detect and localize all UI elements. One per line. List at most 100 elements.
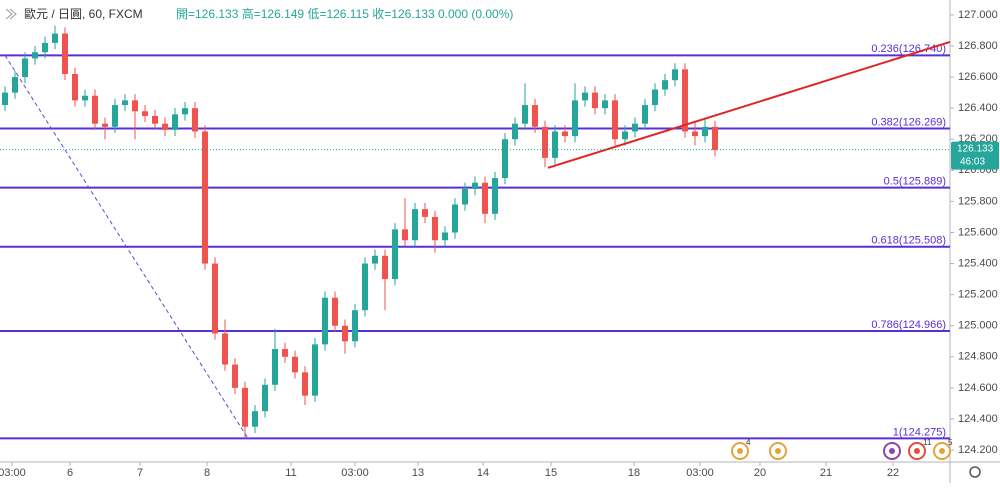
candle-body <box>632 123 638 132</box>
candle-body <box>302 372 308 396</box>
y-tick-label: 124.200 <box>958 444 998 456</box>
candle-body <box>482 182 488 214</box>
candle-body <box>522 105 528 124</box>
candle-body <box>292 356 298 373</box>
candle-body <box>432 216 438 241</box>
candle-body <box>122 100 128 106</box>
candle-body <box>232 364 238 388</box>
candle-body <box>452 204 458 233</box>
collapse-icon[interactable] <box>5 8 17 20</box>
y-tick-label: 124.800 <box>958 351 998 363</box>
fib-label: 0.5(125.889) <box>884 175 946 187</box>
x-tick-label: 14 <box>477 467 489 479</box>
candle-body <box>672 69 678 81</box>
candle-body <box>142 111 148 116</box>
fib-label: 1(124.275) <box>893 426 946 438</box>
candle-body <box>222 333 228 365</box>
y-tick-label: 126.400 <box>958 102 998 114</box>
event-badge-dot <box>939 448 945 454</box>
candle-body <box>162 123 168 130</box>
y-tick-label: 124.400 <box>958 413 998 425</box>
x-tick-label: 6 <box>67 467 73 479</box>
candle-body <box>322 297 328 345</box>
candle-body <box>172 114 178 130</box>
trendline <box>4 55 249 439</box>
candle-body <box>382 255 388 280</box>
candle-body <box>362 263 368 311</box>
candle-body <box>712 126 718 151</box>
candle-body <box>32 52 38 59</box>
candle-body <box>492 178 498 214</box>
y-tick-label: 125.400 <box>958 257 998 269</box>
x-tick-label: 03:00 <box>0 467 26 479</box>
candle-body <box>252 411 258 427</box>
candle-body <box>272 349 278 385</box>
candle-body <box>92 95 98 124</box>
candle-body <box>82 95 88 101</box>
last-price-label: 126.133 <box>957 143 994 154</box>
candle-body <box>212 263 218 334</box>
candle-body <box>532 105 538 127</box>
x-tick-label: 22 <box>887 467 899 479</box>
candle-body <box>392 229 398 280</box>
candle-body <box>602 100 608 109</box>
candle-body <box>132 100 138 112</box>
candle-body <box>502 139 508 179</box>
x-tick-label: 03:00 <box>341 467 369 479</box>
candle-body <box>552 131 558 158</box>
y-tick-label: 125.000 <box>958 320 998 332</box>
candle-body <box>662 80 668 90</box>
candle-body <box>562 131 568 137</box>
candle-body <box>102 123 108 127</box>
candle-body <box>72 73 78 101</box>
event-badge-count: 4 <box>746 438 751 447</box>
candle-body <box>202 131 208 264</box>
candle-body <box>472 182 478 189</box>
event-badge-dot <box>775 448 781 454</box>
x-tick-label: 11 <box>285 467 296 479</box>
x-tick-label: 8 <box>204 467 210 479</box>
candle-body <box>152 115 158 124</box>
candle-body <box>242 387 248 427</box>
candle-body <box>312 344 318 396</box>
candle-body <box>412 209 418 241</box>
candle-body <box>702 126 708 137</box>
fib-label: 0.786(124.966) <box>871 319 946 331</box>
candle-body <box>332 297 338 326</box>
event-badge-dot <box>914 448 920 454</box>
candle-body <box>12 77 18 93</box>
candle-body <box>52 33 58 43</box>
x-tick-label: 13 <box>412 467 424 479</box>
candle-body <box>692 131 698 137</box>
symbol: 歐元 / 日圓, 60, FXCM <box>24 6 143 21</box>
trendline <box>547 41 951 169</box>
x-tick-label: 15 <box>545 467 557 479</box>
fib-label: 0.236(126.740) <box>871 43 946 55</box>
event-badge-dot <box>889 448 895 454</box>
y-tick-label: 127.000 <box>958 9 998 21</box>
candle-body <box>652 89 658 106</box>
settings-icon[interactable] <box>969 466 981 478</box>
x-tick-label: 18 <box>628 467 640 479</box>
candle-body <box>42 42 48 53</box>
candle-body <box>262 384 268 412</box>
candle-body <box>592 92 598 109</box>
x-tick-label: 20 <box>754 467 766 479</box>
candle-body <box>192 108 198 132</box>
candle-body <box>572 100 578 137</box>
x-tick-label: 03:00 <box>686 467 714 479</box>
candle-body <box>22 58 28 78</box>
event-badge-count: 11 <box>923 438 932 447</box>
candle-body <box>422 209 428 217</box>
x-tick-label: 21 <box>820 467 832 479</box>
candle-body <box>372 255 378 264</box>
candle-body <box>342 325 348 342</box>
y-tick-label: 125.200 <box>958 289 998 301</box>
fib-label: 0.618(125.508) <box>871 235 946 247</box>
y-tick-label: 124.600 <box>958 382 998 394</box>
fib-label: 0.382(126.269) <box>871 116 946 128</box>
candle-body <box>682 69 688 132</box>
candle-body <box>542 126 548 158</box>
y-tick-label: 126.600 <box>958 71 998 83</box>
